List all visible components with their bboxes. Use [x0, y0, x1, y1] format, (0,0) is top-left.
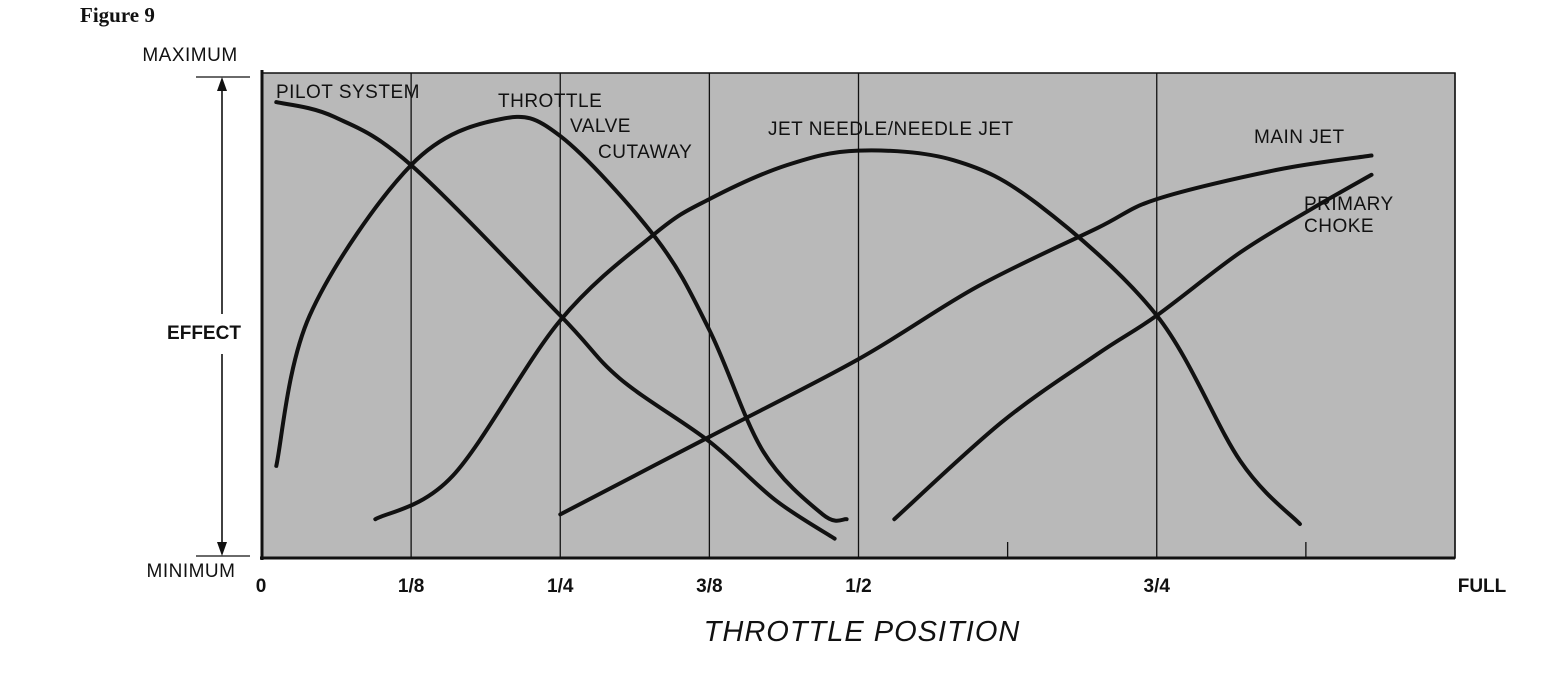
y-min-label: MINIMUM	[147, 561, 236, 582]
series-label-primary-choke-0: PRIMARY	[1304, 194, 1394, 215]
series-label-main-jet-0: MAIN JET	[1254, 127, 1345, 148]
figure-label: Figure 9	[80, 3, 155, 27]
x-tick-label-5: 3/4	[1144, 576, 1171, 597]
series-label-jet-needle-needle-jet-0: JET NEEDLE/NEEDLE JET	[768, 119, 1014, 140]
series-label-pilot-system-0: PILOT SYSTEM	[276, 82, 420, 103]
y-arrow-down-head	[217, 542, 227, 556]
y-axis-label: EFFECT	[167, 323, 241, 344]
y-arrow-up-head	[217, 77, 227, 91]
y-max-label: MAXIMUM	[142, 45, 237, 66]
x-tick-labels: 0 1/8 1/4 3/8 1/2 3/4 FULL	[256, 576, 1507, 597]
x-tick-label-0: 0	[256, 576, 267, 597]
series-curves	[274, 100, 1374, 541]
curve-main-jet	[558, 153, 1374, 517]
series-label-throttle-valve-cutaway-0: THROTTLE	[498, 91, 602, 112]
grid-lines	[410, 73, 1456, 558]
x-tick-label-1: 1/8	[398, 576, 424, 597]
curve-primary-choke	[892, 172, 1374, 522]
x-tick-label-6: FULL	[1458, 576, 1507, 597]
x-axis-label: THROTTLE POSITION	[704, 616, 1021, 648]
y-axis: MAXIMUM MINIMUM EFFECT	[142, 45, 250, 582]
series-labels: PILOT SYSTEM THROTTLE VALVE CUTAWAY JET NEED…	[276, 82, 1394, 237]
x-tick-label-4: 1/2	[845, 576, 871, 597]
x-tick-label-2: 1/4	[547, 576, 574, 597]
series-label-throttle-valve-cutaway-2: CUTAWAY	[598, 142, 692, 163]
x-tick-label-3: 3/8	[696, 576, 722, 597]
curve-pilot-system	[274, 100, 837, 541]
series-label-throttle-valve-cutaway-1: VALVE	[570, 116, 631, 137]
curve-jet-needle-needle-jet	[373, 148, 1302, 526]
curve-throttle-valve-cutaway	[274, 114, 849, 523]
series-label-primary-choke-1: CHOKE	[1304, 216, 1374, 237]
